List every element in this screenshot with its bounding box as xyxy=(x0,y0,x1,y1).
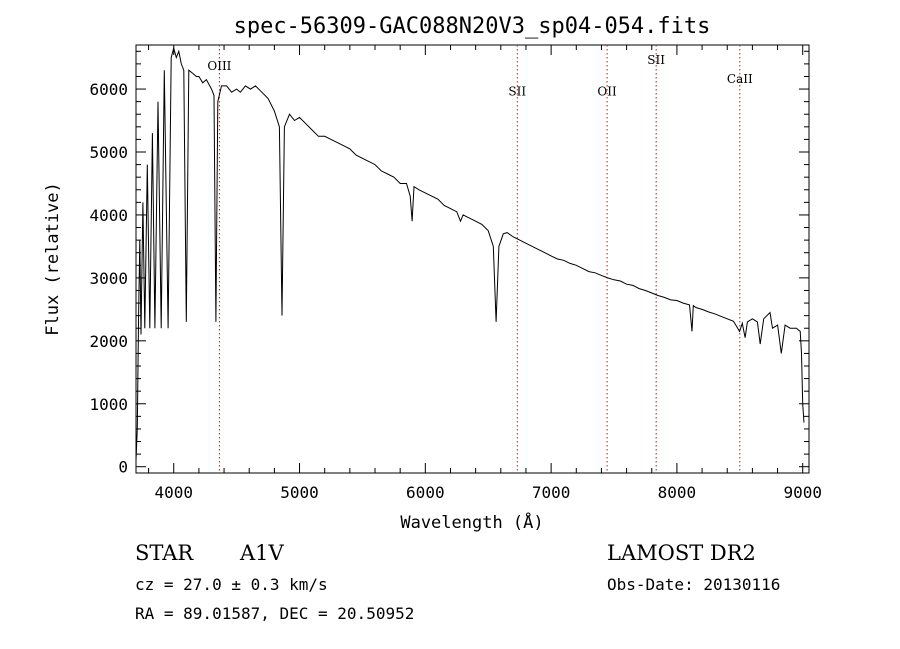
line-markers: OIII SII OII SII CaII xyxy=(207,45,753,473)
survey-name: LAMOST DR2 xyxy=(607,541,756,565)
y-tick-label: 0 xyxy=(118,458,128,477)
y-axis: 0 1000 2000 3000 4000 5000 6000 xyxy=(89,50,809,477)
y-tick-label: 6000 xyxy=(89,80,128,99)
observation-date: Obs-Date: 20130116 xyxy=(607,575,780,594)
chart-title: spec-56309-GAC088N20V3_sp04-054.fits xyxy=(234,14,711,39)
line-marker-label: OIII xyxy=(207,59,231,73)
y-tick-label: 1000 xyxy=(89,395,128,414)
spectrum-line xyxy=(135,46,805,461)
y-axis-label: Flux (relative) xyxy=(43,182,63,336)
x-axis: 4000 5000 6000 7000 8000 9000 xyxy=(148,45,822,502)
redshift-velocity: cz = 27.0 ± 0.3 km/s xyxy=(135,575,328,594)
x-tick-label: 4000 xyxy=(154,483,193,502)
x-tick-label: 9000 xyxy=(783,483,822,502)
line-marker-label: OII xyxy=(597,84,617,98)
y-tick-label: 2000 xyxy=(89,332,128,351)
plot-frame xyxy=(135,44,810,474)
plot-area-border xyxy=(135,44,810,474)
object-type: STAR xyxy=(135,541,194,565)
y-tick-label: 3000 xyxy=(89,269,128,288)
x-tick-label: 8000 xyxy=(658,483,697,502)
x-tick-label: 6000 xyxy=(406,483,445,502)
y-tick-label: 4000 xyxy=(89,206,128,225)
ra-dec-coordinates: RA = 89.01587, DEC = 20.50952 xyxy=(135,604,414,623)
line-marker-label: SII xyxy=(508,84,526,98)
x-tick-label: 7000 xyxy=(532,483,571,502)
x-tick-label: 5000 xyxy=(280,483,319,502)
line-marker-label: CaII xyxy=(727,72,753,86)
spectral-class: A1V xyxy=(239,541,285,565)
x-axis-label: Wavelength (Å) xyxy=(400,511,543,533)
line-marker-label: SII xyxy=(647,53,665,67)
y-tick-label: 5000 xyxy=(89,143,128,162)
